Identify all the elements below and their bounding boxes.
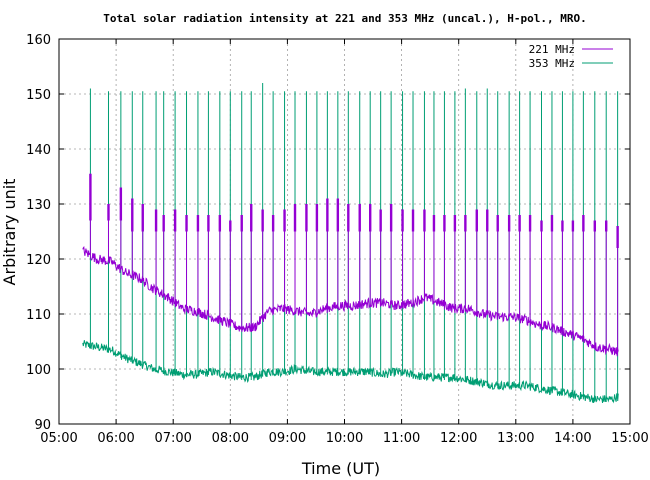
series-221-mhz <box>82 173 619 357</box>
y-tick-label: 120 <box>26 253 51 268</box>
x-tick-label: 05:00 <box>40 431 77 446</box>
x-axis-label: Time (UT) <box>301 459 380 478</box>
x-tick-label: 13:00 <box>497 431 534 446</box>
series-221-line <box>82 173 619 357</box>
y-tick-label: 130 <box>26 198 51 213</box>
y-tick-label: 90 <box>34 418 51 433</box>
y-tick-label: 100 <box>26 363 51 378</box>
legend-label-221: 221 MHz <box>529 43 575 56</box>
y-tick-label: 140 <box>26 143 51 158</box>
x-tick-label: 14:00 <box>554 431 591 446</box>
legend: 221 MHz 353 MHz <box>529 43 613 70</box>
x-tick-label: 10:00 <box>326 431 363 446</box>
x-tick-label: 07:00 <box>154 431 191 446</box>
series-353-line <box>82 83 619 404</box>
x-tick-label: 08:00 <box>212 431 249 446</box>
series-353-mhz <box>82 83 619 404</box>
y-axis-label: Arbitrary unit <box>0 179 19 286</box>
y-tick-label: 110 <box>26 308 51 323</box>
x-tick-labels: 05:00 06:00 07:00 08:00 09:00 10:00 11:00 12:00… <box>40 431 648 446</box>
x-tick-label: 12:00 <box>440 431 477 446</box>
plot-frame <box>58 38 631 425</box>
y-tick-label: 150 <box>26 88 51 103</box>
y-tick-labels: 90 100 110 120 130 140 150 160 <box>26 33 51 433</box>
x-tick-label: 11:00 <box>383 431 420 446</box>
x-tick-label: 09:00 <box>269 431 306 446</box>
y-tick-label: 160 <box>26 33 51 48</box>
x-tick-label: 06:00 <box>97 431 134 446</box>
chart-title: Total solar radiation intensity at 221 a… <box>103 12 586 25</box>
x-tick-label: 15:00 <box>611 431 648 446</box>
grid-lines <box>58 38 631 425</box>
legend-label-353: 353 MHz <box>529 57 575 70</box>
